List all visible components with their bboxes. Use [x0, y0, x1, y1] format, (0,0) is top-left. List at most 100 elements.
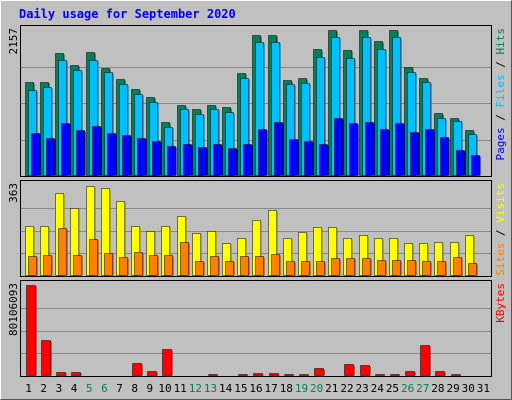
hits-files-pages-bar-pages-2 [46, 138, 55, 176]
kbytes-bar-kbytes-8 [132, 363, 142, 376]
bars-layer [25, 30, 481, 376]
x-tick-label-18: 18 [280, 382, 293, 395]
visits-sites-bar-sites-30 [468, 263, 477, 276]
x-tick-label-9: 9 [147, 382, 154, 395]
legend-hits: Hits [494, 28, 507, 55]
x-tick-label-8: 8 [131, 382, 138, 395]
x-tick-label-14: 14 [219, 382, 233, 395]
x-tick-label-21: 21 [325, 382, 338, 395]
legend-pages: Pages [494, 127, 507, 160]
hits-files-pages-bar-pages-12 [198, 147, 207, 176]
panel-frame-kbytes [20, 280, 492, 377]
kbytes-bar-kbytes-1 [26, 285, 36, 376]
hits-files-pages-bar-pages-11 [183, 144, 192, 176]
visits-sites-bar-sites-14 [225, 261, 234, 276]
legend-kbytes: KBytes [494, 283, 507, 323]
hits-files-pages-ymax-label: 2157 [7, 28, 20, 55]
visits-sites-legend: Sites / Visits [494, 183, 507, 276]
kbytes-bar-kbytes-9 [147, 371, 157, 376]
x-tick-label-20: 20 [310, 382, 323, 395]
visits-sites-bar-sites-19 [301, 261, 310, 276]
hits-files-pages-bar-pages-6 [107, 133, 116, 176]
x-tick-label-1: 1 [25, 382, 32, 395]
hits-files-pages-bar-pages-10 [167, 146, 176, 176]
visits-sites-bar-sites-3 [58, 228, 67, 276]
x-tick-label-17: 17 [265, 382, 278, 395]
x-tick-label-13: 13 [204, 382, 217, 395]
x-tick-label-30: 30 [462, 382, 475, 395]
visits-sites-bar-sites-8 [134, 252, 143, 276]
hits-files-pages-bar-pages-20 [319, 144, 328, 176]
visits-sites-bar-sites-15 [240, 256, 249, 276]
visits-sites-bar-sites-22 [346, 258, 355, 276]
hits-files-pages-bar-pages-21 [334, 118, 343, 176]
kbytes-bar-kbytes-26 [405, 371, 415, 376]
x-tick-label-15: 15 [234, 382, 247, 395]
hits-files-pages-bar-pages-26 [410, 132, 419, 176]
hits-files-pages-bar-pages-14 [228, 148, 237, 176]
hits-files-pages-bar-pages-13 [213, 144, 222, 176]
visits-sites-bar-sites-18 [286, 261, 295, 276]
hits-files-pages-bar-pages-18 [289, 139, 298, 176]
kbytes-legend: KBytes [494, 283, 507, 323]
hits-files-pages-bar-pages-17 [274, 122, 283, 176]
hits-files-pages-bar-pages-7 [122, 135, 131, 176]
x-tick-label-31: 31 [477, 382, 490, 395]
hits-files-pages-bar-pages-5 [92, 126, 101, 176]
labels-layer: 2157 Pages / Files / Hits 363 Sites / Visit… [7, 28, 507, 395]
visits-sites-bar-sites-17 [271, 254, 280, 276]
x-tick-label-23: 23 [356, 382, 369, 395]
x-tick-label-27: 27 [416, 382, 429, 395]
x-tick-label-28: 28 [431, 382, 444, 395]
visits-sites-bar-sites-16 [255, 256, 264, 276]
visits-sites-bar-sites-29 [453, 257, 462, 276]
visits-sites-bar-sites-11 [180, 242, 189, 276]
visits-sites-bar-sites-20 [316, 261, 325, 276]
kbytes-bar-kbytes-3 [56, 372, 66, 376]
x-tick-label-10: 10 [158, 382, 171, 395]
hits-files-pages-bar-pages-28 [440, 137, 449, 176]
legend-sites: Sites [494, 243, 507, 276]
chart-title: Daily usage for September 2020 [19, 7, 236, 21]
x-tick-label-16: 16 [249, 382, 262, 395]
hits-files-pages-bar-pages-23 [365, 122, 374, 176]
legend-separator: / [494, 108, 507, 128]
visits-sites-ymax-label: 363 [7, 183, 20, 203]
kbytes-bar-kbytes-25 [390, 374, 400, 376]
hits-files-pages-bar-pages-4 [76, 130, 85, 176]
kbytes-bar-kbytes-17 [269, 373, 279, 376]
visits-sites-bar-sites-6 [104, 253, 113, 276]
x-tick-label-6: 6 [101, 382, 108, 395]
x-tick-label-7: 7 [116, 382, 123, 395]
hits-files-pages-bar-pages-8 [137, 138, 146, 176]
kbytes-bar-kbytes-28 [435, 371, 445, 376]
hits-files-pages-bar-pages-22 [349, 123, 358, 176]
kbytes-bar-kbytes-19 [299, 374, 309, 376]
kbytes-bar-kbytes-13 [208, 374, 218, 376]
legend-separator: / [494, 223, 507, 243]
x-tick-label-19: 19 [295, 382, 308, 395]
hits-files-pages-bar-pages-15 [243, 144, 252, 176]
hits-files-pages-bar-pages-9 [152, 141, 161, 176]
hits-files-pages-bar-pages-1 [31, 133, 40, 176]
visits-sites-bar-sites-28 [437, 261, 446, 276]
kbytes-bar-kbytes-22 [344, 364, 354, 376]
visits-sites-bar-sites-21 [331, 258, 340, 276]
visits-sites-bar-sites-26 [407, 260, 416, 276]
legend-separator: / [494, 55, 507, 75]
visits-sites-bar-sites-23 [362, 258, 371, 276]
hits-files-pages-bar-pages-3 [61, 123, 70, 176]
kbytes-bar-kbytes-27 [420, 345, 430, 376]
hits-files-pages-legend: Pages / Files / Hits [494, 28, 507, 161]
visits-sites-bar-sites-1 [28, 256, 37, 276]
visits-sites-bar-sites-7 [119, 257, 128, 276]
visits-sites-bar-sites-9 [149, 255, 158, 276]
hits-files-pages-bar-pages-25 [395, 123, 404, 176]
kbytes-bar-kbytes-2 [41, 340, 51, 376]
x-tick-label-11: 11 [174, 382, 187, 395]
kbytes-bar-kbytes-20 [314, 368, 324, 376]
kbytes-bar-kbytes-15 [238, 374, 248, 376]
x-tick-label-26: 26 [401, 382, 414, 395]
kbytes-ymax-label: 80106093 [7, 283, 20, 336]
